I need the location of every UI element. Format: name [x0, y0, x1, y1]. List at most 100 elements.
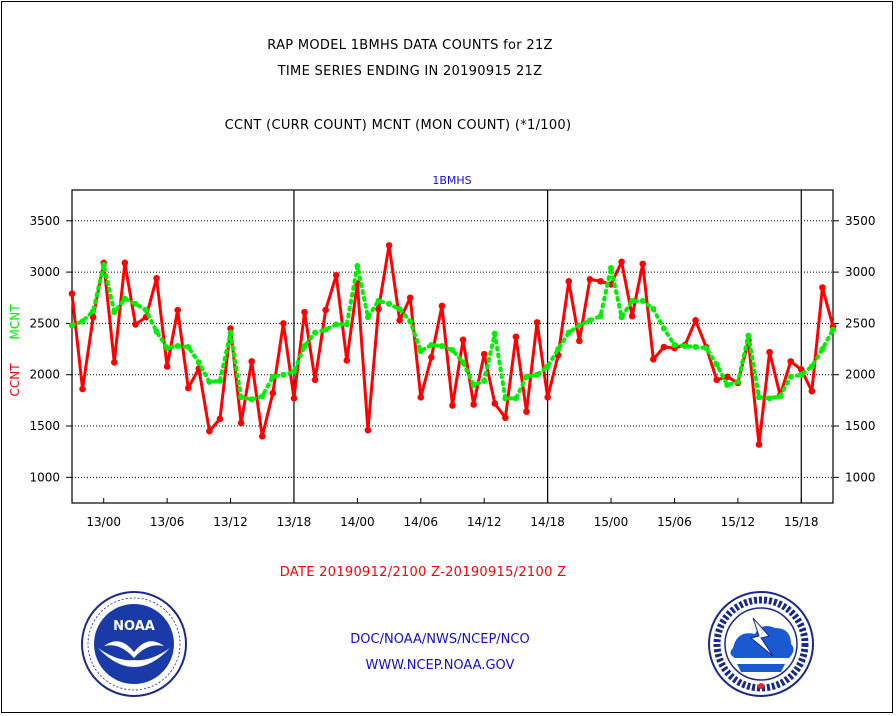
point-ccnt: [280, 320, 287, 327]
point-mcnt: [586, 317, 593, 324]
point-mcnt: [259, 393, 266, 400]
point-mcnt: [375, 297, 382, 304]
point-mcnt: [682, 342, 689, 349]
x-tick-label: 14/18: [530, 515, 565, 529]
x-tick-label: 13/06: [150, 515, 185, 529]
point-mcnt: [428, 341, 435, 348]
point-ccnt: [438, 302, 446, 310]
point-ccnt: [110, 359, 118, 366]
point-mcnt: [438, 342, 445, 349]
point-ccnt: [343, 357, 351, 364]
point-ccnt: [375, 305, 382, 313]
point-mcnt: [396, 306, 403, 313]
point-ccnt: [650, 356, 657, 363]
point-mcnt: [185, 344, 192, 351]
point-ccnt: [269, 389, 277, 397]
point-ccnt: [248, 358, 255, 365]
point-ccnt: [724, 373, 731, 381]
date-range: DATE 20190912/2100 Z-20190915/2100 Z: [279, 565, 567, 580]
point-mcnt: [724, 381, 731, 388]
point-ccnt: [597, 278, 604, 285]
point-mcnt: [312, 329, 319, 336]
y-tick-label-right: 2500: [845, 316, 876, 330]
point-mcnt: [364, 314, 371, 321]
point-mcnt: [512, 395, 519, 402]
point-mcnt: [830, 326, 836, 333]
y-tick-label-left: 2500: [29, 316, 60, 330]
point-mcnt: [491, 330, 498, 337]
point-ccnt: [417, 393, 425, 401]
point-ccnt: [311, 376, 319, 384]
x-tick-label: 14/00: [340, 515, 375, 529]
point-ccnt: [628, 312, 636, 320]
point-mcnt: [608, 264, 615, 271]
chart-title: RAP MODEL 1BMHS DATA COUNTS for 21Z: [267, 38, 553, 53]
point-mcnt: [407, 318, 414, 325]
point-ccnt: [216, 415, 224, 423]
point-mcnt: [745, 332, 752, 339]
point-ccnt: [470, 401, 477, 408]
point-ccnt: [132, 321, 139, 328]
point-ccnt: [660, 343, 668, 351]
point-mcnt: [692, 344, 699, 351]
point-mcnt: [164, 345, 171, 352]
point-mcnt: [734, 378, 741, 385]
y-tick-label-left: 2000: [29, 368, 60, 382]
point-ccnt: [364, 426, 372, 434]
point-ccnt: [163, 363, 171, 370]
point-ccnt: [184, 384, 192, 392]
point-mcnt: [142, 307, 149, 314]
point-ccnt: [692, 317, 699, 324]
x-tick-label: 13/18: [277, 515, 312, 529]
point-ccnt: [586, 275, 594, 283]
point-ccnt: [258, 432, 266, 440]
point-ccnt: [428, 353, 435, 361]
point-mcnt: [333, 321, 340, 328]
point-ccnt: [174, 306, 181, 314]
point-ccnt: [322, 306, 329, 314]
y-tick-label-right: 3500: [845, 214, 876, 228]
point-mcnt: [417, 348, 424, 355]
point-ccnt: [332, 271, 340, 279]
plot-border: [71, 189, 834, 504]
point-mcnt: [555, 346, 562, 353]
point-mcnt: [322, 326, 329, 333]
point-mcnt: [195, 359, 202, 366]
point-mcnt: [660, 325, 667, 332]
point-mcnt: [290, 368, 297, 375]
point-mcnt: [79, 318, 86, 325]
point-mcnt: [777, 393, 784, 400]
point-ccnt: [206, 427, 213, 435]
point-ccnt: [618, 258, 625, 266]
point-mcnt: [248, 396, 255, 403]
point-mcnt: [766, 395, 773, 402]
axis-layer: 1000 1000 1500 1500 2000 2000 2500 2500 3000 3000…: [29, 189, 876, 529]
chart-subtitle: TIME SERIES ENDING IN 20190915 21Z: [277, 64, 543, 79]
y-tick-label-right: 2000: [845, 368, 876, 382]
panel-title: 1BMHS: [432, 174, 471, 187]
point-mcnt: [671, 341, 678, 348]
point-ccnt: [565, 278, 573, 285]
point-mcnt: [544, 363, 551, 370]
x-tick-label: 13/12: [213, 515, 248, 529]
point-mcnt: [238, 394, 245, 401]
point-mcnt: [100, 261, 107, 268]
point-mcnt: [565, 329, 572, 336]
series-layer: [68, 242, 837, 448]
point-mcnt: [756, 394, 763, 401]
point-mcnt: [713, 361, 720, 368]
point-mcnt: [354, 262, 361, 269]
point-ccnt: [808, 387, 816, 395]
point-mcnt: [470, 381, 477, 388]
point-ccnt: [819, 284, 826, 291]
y-tick-label-left: 3000: [29, 265, 60, 279]
point-mcnt: [703, 345, 710, 352]
point-mcnt: [111, 309, 118, 316]
point-mcnt: [534, 371, 541, 378]
point-mcnt: [227, 329, 234, 336]
point-ccnt: [502, 414, 509, 422]
point-mcnt: [502, 395, 509, 402]
x-tick-label: 14/12: [467, 515, 502, 529]
noaa-logo: NOAA: [81, 591, 187, 697]
